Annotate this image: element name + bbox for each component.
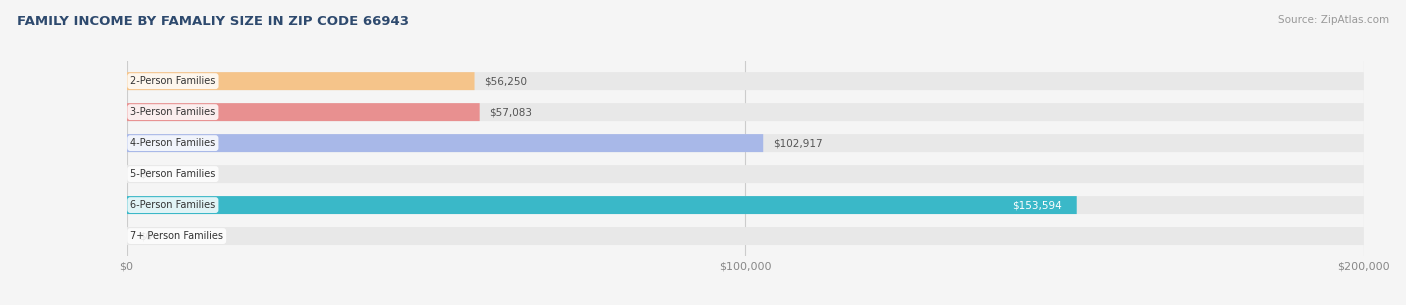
Text: 4-Person Families: 4-Person Families bbox=[131, 138, 215, 148]
FancyBboxPatch shape bbox=[127, 134, 1364, 152]
FancyBboxPatch shape bbox=[127, 103, 1364, 121]
Text: $102,917: $102,917 bbox=[773, 138, 823, 148]
FancyBboxPatch shape bbox=[127, 196, 1077, 214]
Text: $0: $0 bbox=[139, 231, 152, 241]
FancyBboxPatch shape bbox=[127, 134, 763, 152]
FancyBboxPatch shape bbox=[127, 227, 1364, 245]
Text: $153,594: $153,594 bbox=[1012, 200, 1062, 210]
Text: Source: ZipAtlas.com: Source: ZipAtlas.com bbox=[1278, 15, 1389, 25]
Text: $0: $0 bbox=[139, 169, 152, 179]
FancyBboxPatch shape bbox=[127, 103, 479, 121]
Text: 2-Person Families: 2-Person Families bbox=[131, 76, 215, 86]
Text: 7+ Person Families: 7+ Person Families bbox=[131, 231, 224, 241]
Text: 5-Person Families: 5-Person Families bbox=[131, 169, 215, 179]
Text: $56,250: $56,250 bbox=[485, 76, 527, 86]
Text: 3-Person Families: 3-Person Families bbox=[131, 107, 215, 117]
FancyBboxPatch shape bbox=[127, 196, 1364, 214]
FancyBboxPatch shape bbox=[127, 72, 1364, 90]
FancyBboxPatch shape bbox=[127, 165, 1364, 183]
Text: FAMILY INCOME BY FAMALIY SIZE IN ZIP CODE 66943: FAMILY INCOME BY FAMALIY SIZE IN ZIP COD… bbox=[17, 15, 409, 28]
Text: $57,083: $57,083 bbox=[489, 107, 533, 117]
FancyBboxPatch shape bbox=[127, 72, 475, 90]
Text: 6-Person Families: 6-Person Families bbox=[131, 200, 215, 210]
